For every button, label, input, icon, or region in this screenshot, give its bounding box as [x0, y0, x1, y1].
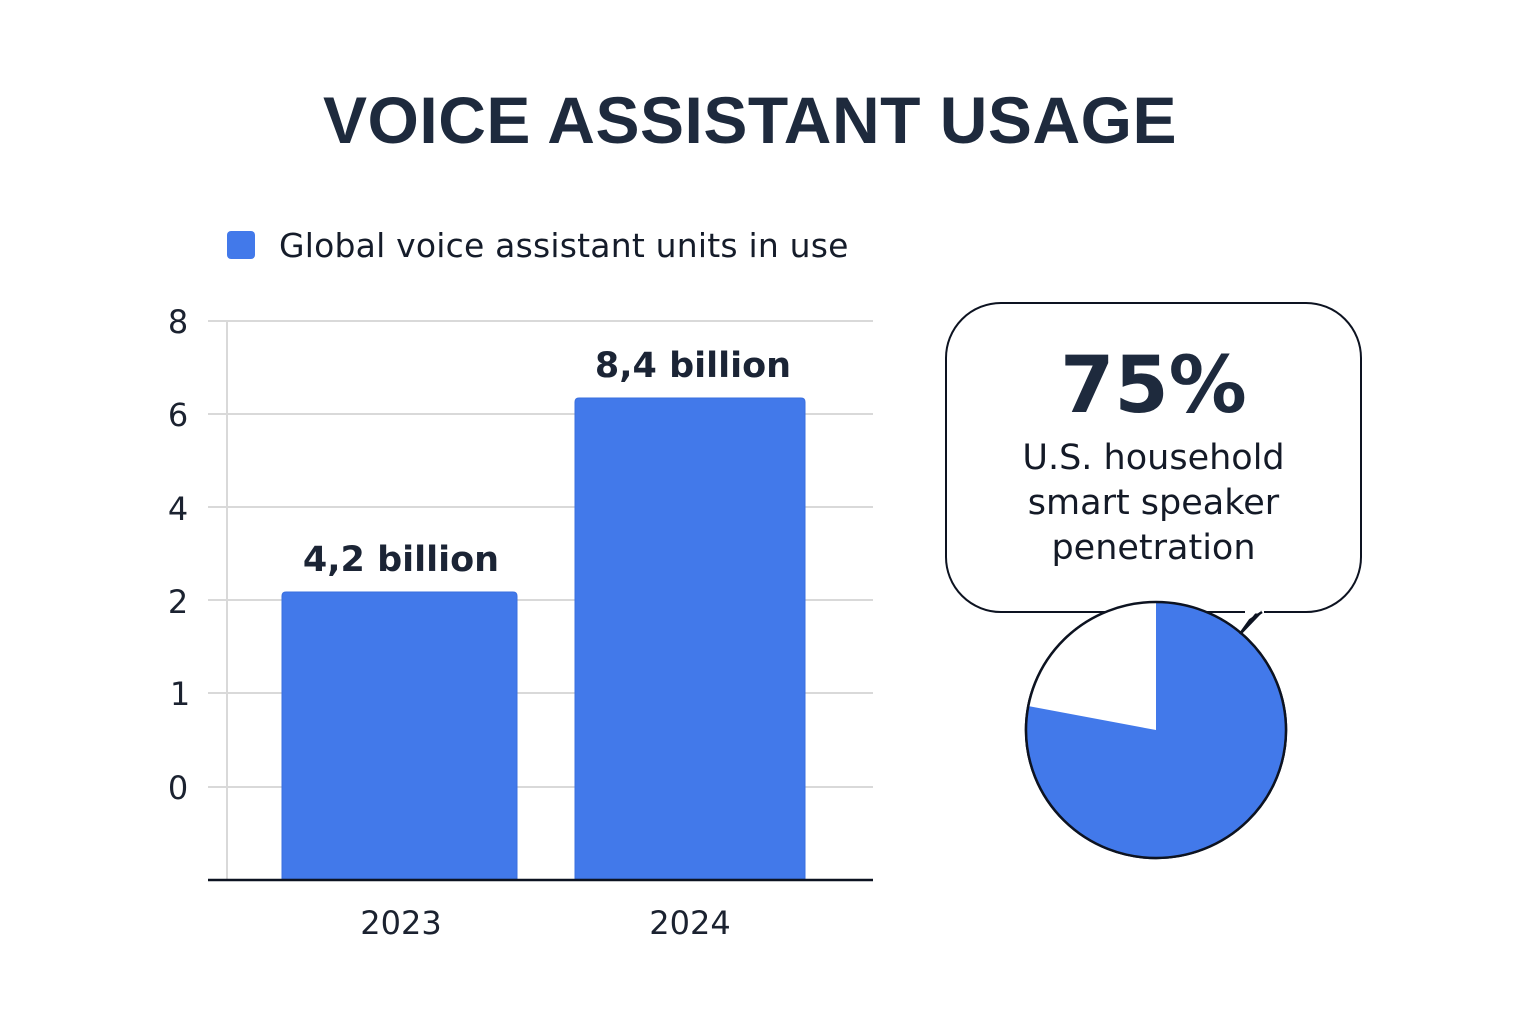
chart-title: VOICE ASSISTANT USAGE — [323, 83, 1177, 157]
callout-caption-line: U.S. household — [1022, 438, 1285, 478]
legend-swatch — [227, 231, 255, 259]
bar-2023 — [281, 591, 518, 880]
legend-label: Global voice assistant units in use — [279, 225, 849, 265]
callout-bubble: 75% U.S. household smart speaker penetra… — [945, 302, 1362, 613]
callout-caption-line: penetration — [1051, 528, 1256, 568]
callout-caption: U.S. household smart speaker penetration — [947, 436, 1360, 571]
y-tick: 0 — [168, 769, 188, 807]
y-tick: 2 — [168, 583, 188, 621]
x-tick-2024: 2024 — [649, 904, 730, 942]
x-tick-2023: 2023 — [360, 904, 441, 942]
bar-value-label-2024: 8,4 billion — [595, 346, 791, 386]
y-tick: 8 — [168, 303, 188, 341]
callout-caption-line: smart speaker — [1027, 483, 1280, 523]
y-tick: 1 — [170, 675, 190, 713]
y-tick: 6 — [168, 396, 188, 434]
pie-chart — [1024, 600, 1288, 860]
y-tick: 4 — [168, 490, 188, 528]
bar-2024 — [574, 397, 806, 880]
y-axis-ticks: 8 6 4 2 1 0 — [168, 303, 190, 807]
bar-value-label-2023: 4,2 billion — [303, 540, 499, 580]
callout-value: 75% — [1060, 341, 1247, 431]
bubble-tail — [1239, 611, 1259, 635]
legend: Global voice assistant units in use — [227, 224, 849, 266]
